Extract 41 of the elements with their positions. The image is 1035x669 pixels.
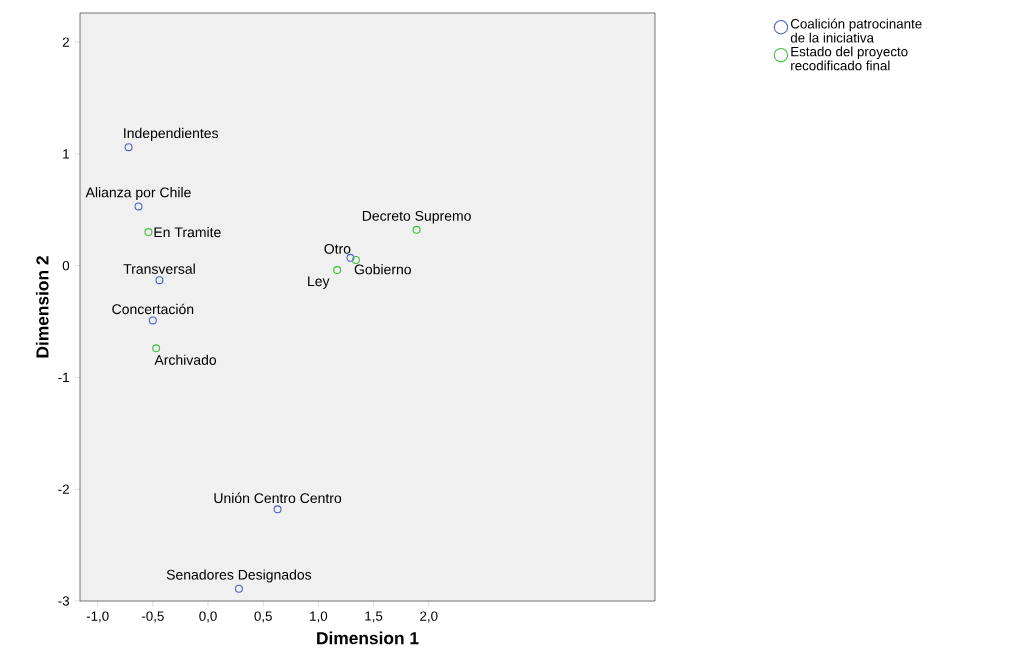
point <box>155 276 164 285</box>
point <box>234 584 243 593</box>
x-tick-label: -0,5 <box>141 611 164 623</box>
x-tick-label: 2,0 <box>420 611 438 623</box>
y-tick-label: 0 <box>62 260 70 271</box>
annotation: Alianza por Chile <box>85 187 191 201</box>
annotation: Gobierno <box>354 264 411 275</box>
y-tick-label: -3 <box>58 596 70 606</box>
x-tick-label: -1,0 <box>86 611 109 623</box>
annotation: Transversal <box>123 263 195 274</box>
y-tick-label: -2 <box>58 484 69 494</box>
point <box>346 253 355 262</box>
annotation: Senadores Designados <box>166 569 312 583</box>
x-tick-label: 0,5 <box>254 611 272 623</box>
annotation: Ley <box>308 276 330 289</box>
point <box>152 344 161 353</box>
point <box>412 225 421 234</box>
point <box>124 143 133 152</box>
point <box>273 505 282 514</box>
annotation: Unión Centro Centro <box>214 492 342 504</box>
legend-label: Estado del proyecto recodificado final <box>791 46 908 71</box>
y-axis-title: Dimension 2 <box>35 256 49 358</box>
point <box>333 266 342 275</box>
y-tick-label: 1 <box>63 149 69 159</box>
point <box>351 256 360 265</box>
y-tick-label: -1 <box>58 372 69 383</box>
x-axis-title: Dimension 1 <box>317 631 419 645</box>
point <box>144 228 153 237</box>
x-tick-label: 1,0 <box>310 611 328 623</box>
legend-label: Coalición patrocinante de la iniciativa <box>790 18 922 43</box>
annotation: Decreto Supremo <box>362 210 471 224</box>
annotation: Otro <box>324 243 351 254</box>
annotation: Independientes <box>124 127 219 141</box>
y-tick-label: 2 <box>62 37 69 47</box>
annotation: En Tramite <box>154 226 221 238</box>
annotation: Archivado <box>154 354 217 365</box>
annotation: Concertación <box>112 303 194 315</box>
point <box>134 202 143 211</box>
x-tick-label: 0,0 <box>199 611 217 623</box>
x-tick-label: 1,5 <box>365 611 383 623</box>
point <box>148 316 157 325</box>
